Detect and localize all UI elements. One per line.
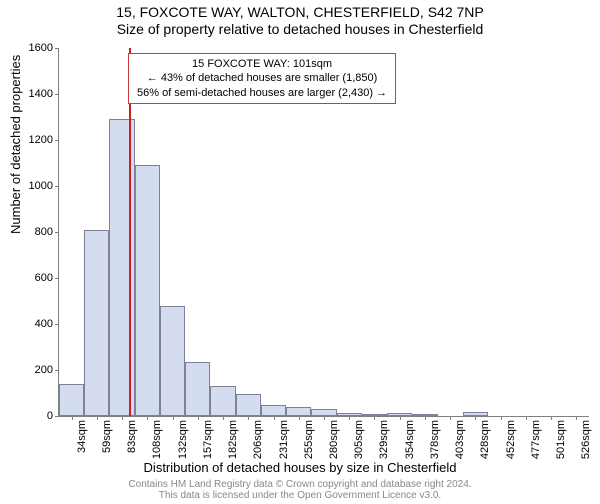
chart-subtitle: Size of property relative to detached ho…: [0, 21, 600, 37]
x-tick-mark: [450, 416, 451, 420]
y-tick-mark: [55, 416, 59, 417]
y-tick-mark: [55, 94, 59, 95]
x-tick-label: 83sqm: [126, 420, 138, 453]
y-tick-mark: [55, 324, 59, 325]
y-tick-mark: [55, 186, 59, 187]
y-tick-label: 1600: [13, 42, 53, 54]
histogram-bar: [311, 409, 336, 416]
x-tick-label: 182sqm: [227, 420, 239, 459]
x-tick-mark: [349, 416, 350, 420]
x-tick-label: 403sqm: [454, 420, 466, 459]
histogram-bar: [160, 306, 185, 416]
x-tick-label: 34sqm: [76, 420, 88, 453]
histogram-bar: [84, 230, 109, 416]
x-tick-label: 305sqm: [353, 420, 365, 459]
info-line-2: ← 43% of detached houses are smaller (1,…: [137, 71, 387, 85]
x-tick-mark: [425, 416, 426, 420]
chart-area: 0200400600800100012001400160034sqm59sqm8…: [58, 48, 588, 416]
histogram-bar: [286, 407, 311, 416]
x-tick-label: 329sqm: [378, 420, 390, 459]
histogram-bar: [59, 384, 84, 416]
x-tick-label: 526sqm: [580, 420, 592, 459]
attribution: Contains HM Land Registry data © Crown c…: [0, 479, 600, 501]
x-tick-mark: [198, 416, 199, 420]
x-tick-mark: [501, 416, 502, 420]
y-tick-label: 600: [13, 272, 53, 284]
x-tick-label: 501sqm: [555, 420, 567, 459]
x-axis-label: Distribution of detached houses by size …: [0, 460, 600, 475]
y-tick-mark: [55, 278, 59, 279]
x-tick-label: 157sqm: [202, 420, 214, 459]
x-tick-mark: [551, 416, 552, 420]
y-tick-mark: [55, 370, 59, 371]
y-tick-label: 200: [13, 364, 53, 376]
histogram-bar: [135, 165, 160, 416]
x-tick-mark: [274, 416, 275, 420]
y-tick-label: 0: [13, 410, 53, 422]
x-tick-label: 255sqm: [303, 420, 315, 459]
y-tick-mark: [55, 48, 59, 49]
histogram-bar: [261, 405, 286, 417]
x-tick-label: 428sqm: [479, 420, 491, 459]
info-line-3: 56% of semi-detached houses are larger (…: [137, 86, 387, 100]
x-tick-mark: [122, 416, 123, 420]
x-tick-mark: [248, 416, 249, 420]
x-tick-mark: [299, 416, 300, 420]
x-tick-mark: [400, 416, 401, 420]
histogram-bar: [210, 386, 235, 416]
x-tick-label: 59sqm: [101, 420, 113, 453]
chart-title: 15, FOXCOTE WAY, WALTON, CHESTERFIELD, S…: [0, 4, 600, 20]
x-tick-mark: [324, 416, 325, 420]
y-tick-label: 400: [13, 318, 53, 330]
y-axis-label: Number of detached properties: [8, 55, 23, 234]
x-tick-mark: [72, 416, 73, 420]
info-box: 15 FOXCOTE WAY: 101sqm ← 43% of detached…: [128, 53, 396, 104]
x-tick-mark: [97, 416, 98, 420]
x-tick-label: 452sqm: [505, 420, 517, 459]
x-tick-label: 108sqm: [151, 420, 163, 459]
x-tick-label: 231sqm: [278, 420, 290, 459]
x-tick-mark: [173, 416, 174, 420]
x-tick-label: 477sqm: [530, 420, 542, 459]
x-tick-mark: [147, 416, 148, 420]
y-tick-mark: [55, 140, 59, 141]
info-line-1: 15 FOXCOTE WAY: 101sqm: [137, 57, 387, 71]
histogram-bar: [236, 394, 261, 416]
x-tick-mark: [576, 416, 577, 420]
x-tick-mark: [475, 416, 476, 420]
histogram-bar: [185, 362, 210, 416]
x-tick-label: 354sqm: [404, 420, 416, 459]
x-tick-label: 378sqm: [429, 420, 441, 459]
x-tick-label: 206sqm: [252, 420, 264, 459]
x-tick-mark: [223, 416, 224, 420]
y-tick-mark: [55, 232, 59, 233]
x-tick-label: 132sqm: [177, 420, 189, 459]
x-tick-label: 280sqm: [328, 420, 340, 459]
x-tick-mark: [526, 416, 527, 420]
x-tick-mark: [374, 416, 375, 420]
